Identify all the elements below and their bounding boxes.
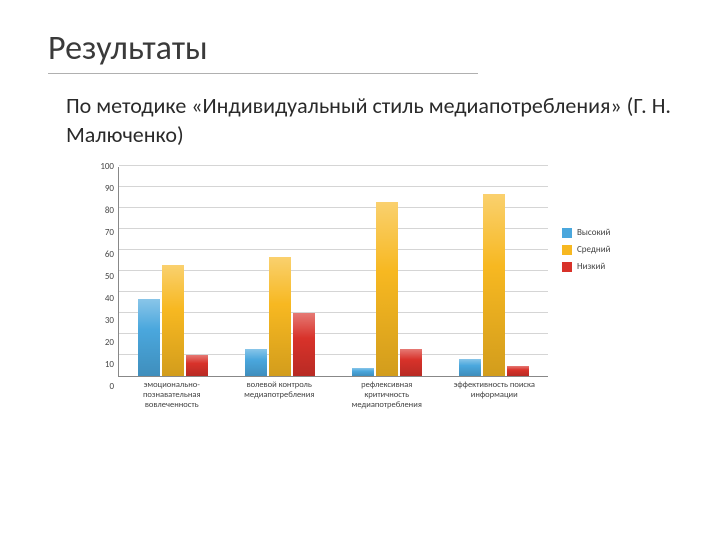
chart-container: 1009080706050403020100 эмоционально-позн… (48, 167, 672, 410)
x-tick-label: эффективность поискаинформации (441, 381, 549, 410)
legend-item: Высокий (562, 227, 610, 238)
bar (400, 349, 422, 376)
legend-item: Средний (562, 244, 610, 255)
bar (352, 368, 374, 376)
bar (269, 257, 291, 377)
bar-group (226, 194, 333, 377)
y-axis: 1009080706050403020100 (88, 162, 118, 382)
plot-area (118, 167, 548, 377)
legend-swatch (562, 228, 572, 238)
plot-column: эмоционально-познавательнаявовлеченность… (118, 167, 548, 410)
bar (245, 349, 267, 376)
bar-group (119, 194, 226, 377)
x-axis-labels: эмоционально-познавательнаявовлеченность… (118, 381, 548, 410)
legend: Высокий Средний Низкий (562, 167, 610, 278)
subtitle: По методике «Индивидуальный стиль медиап… (48, 92, 672, 149)
legend-label: Высокий (577, 227, 610, 238)
slide: Результаты По методике «Индивидуальный с… (0, 0, 720, 540)
bar-group (441, 194, 548, 377)
bar (138, 299, 160, 377)
bar (162, 265, 184, 376)
x-tick-label: эмоционально-познавательнаявовлеченность (118, 381, 226, 410)
bar (376, 202, 398, 376)
legend-swatch (562, 245, 572, 255)
title-underline (48, 73, 478, 74)
legend-label: Низкий (577, 261, 605, 272)
x-tick-label: рефлексивнаякритичностьмедиапотребления (333, 381, 441, 410)
bar (459, 359, 481, 376)
bar (483, 194, 505, 377)
bar (507, 366, 529, 377)
grid-line (119, 186, 548, 187)
bar-groups (119, 194, 548, 377)
bar (186, 355, 208, 376)
page-title: Результаты (48, 28, 672, 69)
bar (293, 313, 315, 376)
bar-group (334, 194, 441, 377)
legend-label: Средний (577, 244, 610, 255)
legend-item: Низкий (562, 261, 610, 272)
x-tick-label: волевой контрольмедиапотребления (226, 381, 334, 410)
grid-line (119, 165, 548, 166)
legend-swatch (562, 262, 572, 272)
